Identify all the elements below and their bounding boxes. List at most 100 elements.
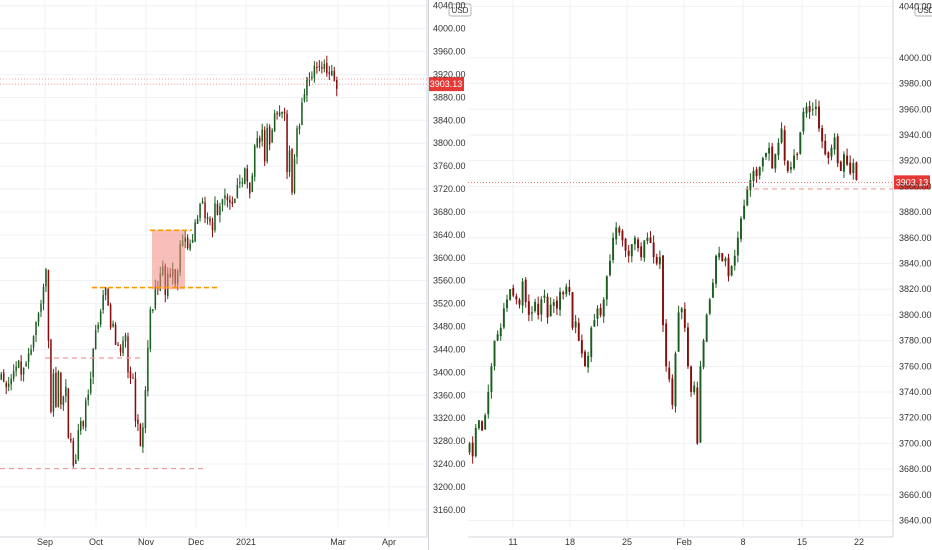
candle-body [37, 313, 40, 323]
candle-body [293, 158, 296, 193]
candle-body [129, 371, 132, 379]
candle-body [57, 371, 60, 408]
x-tick-label: Nov [138, 537, 155, 547]
candle-body [534, 302, 537, 312]
candle-body [715, 255, 718, 284]
candle-body [842, 154, 845, 172]
candle-body [686, 327, 689, 367]
candle-body [690, 366, 693, 393]
candle-body [216, 203, 219, 215]
candle-body [543, 295, 546, 298]
x-tick-label: 8 [740, 537, 745, 547]
candle-body [496, 334, 499, 341]
candle-body [5, 383, 7, 388]
candle-body [693, 385, 696, 393]
candle-body [221, 199, 224, 205]
candle-body [328, 72, 331, 74]
candle-body [630, 244, 633, 257]
candle-body [565, 286, 568, 295]
candle-body [749, 179, 752, 191]
candle-body [139, 423, 142, 447]
candle-body [640, 246, 643, 258]
y-tick-label: 3780.00 [899, 336, 932, 346]
candle-body [99, 311, 102, 325]
candle-body [234, 198, 236, 203]
y-tick-label: 3760.00 [899, 361, 932, 371]
last-price-tag [428, 77, 464, 92]
candle-body [291, 149, 293, 193]
candle-body [818, 106, 820, 129]
y-tick-label: 3800.00 [433, 138, 466, 148]
x-tick-label: 11 [508, 537, 517, 547]
candle-body [87, 394, 89, 401]
candle-body [587, 356, 590, 368]
candle-body [107, 288, 109, 306]
candle-body [746, 188, 749, 206]
candle-body [468, 443, 471, 453]
candle-body [708, 299, 711, 314]
y-tick-label: 3940.00 [899, 130, 932, 140]
candle-body [777, 142, 780, 156]
candle-body [0, 374, 3, 380]
candle-body [574, 321, 577, 328]
y-tick-label: 3480.00 [433, 322, 466, 332]
candle-body [331, 71, 333, 76]
x-tick-label: 22 [854, 537, 864, 547]
candle-body [839, 161, 842, 171]
y-tick-label: 3400.00 [433, 367, 466, 377]
y-tick-label: 3200.00 [433, 482, 466, 492]
candle-body [199, 203, 201, 218]
candle-body [849, 162, 852, 174]
candle-body [184, 237, 186, 242]
candle-body [502, 308, 505, 328]
candle-body [524, 279, 527, 303]
candle-body [258, 138, 261, 143]
y-tick-label: 3240.00 [433, 459, 466, 469]
candle-body [194, 222, 196, 242]
candle-body [736, 237, 739, 256]
candle-body [84, 400, 87, 428]
candle-body [30, 349, 32, 355]
candle-body [65, 386, 67, 397]
candle-body [266, 127, 268, 162]
candle-body [318, 65, 321, 67]
currency-badge [448, 3, 472, 17]
candle-body [236, 185, 239, 198]
candle-body [224, 195, 226, 199]
candle-body [506, 299, 508, 309]
x-tick-label: 25 [622, 537, 632, 547]
candle-body [627, 250, 630, 256]
candle-body [249, 182, 251, 194]
candle-body [127, 336, 129, 373]
candle-body [743, 205, 746, 219]
highlight-box [152, 230, 185, 290]
candle-body [45, 269, 47, 287]
candle-body [244, 168, 246, 184]
candle-body [833, 137, 836, 150]
candle-body [35, 321, 37, 336]
y-tick-label: 3840.00 [433, 115, 466, 125]
y-tick-label: 3740.00 [899, 387, 932, 397]
candle-body [40, 303, 42, 312]
candle-body [499, 327, 502, 337]
candle-body [727, 257, 730, 277]
candle-body [261, 129, 263, 142]
candle-body [705, 314, 708, 342]
candle-body [537, 303, 540, 315]
chart-panel-2 [468, 0, 932, 538]
y-tick-label: 3680.00 [899, 464, 932, 474]
candle-body [229, 199, 231, 203]
candle-body [246, 168, 249, 182]
y-tick-label: 3560.00 [433, 276, 466, 286]
y-tick-label: 3440.00 [433, 344, 466, 354]
candle-body [699, 366, 702, 443]
candle-body [2, 372, 5, 382]
candle-body [530, 312, 533, 314]
candle-body [487, 392, 490, 415]
candle-body [50, 339, 52, 412]
candle-body [219, 206, 221, 216]
candle-body [67, 388, 70, 438]
candle-body [226, 196, 229, 200]
